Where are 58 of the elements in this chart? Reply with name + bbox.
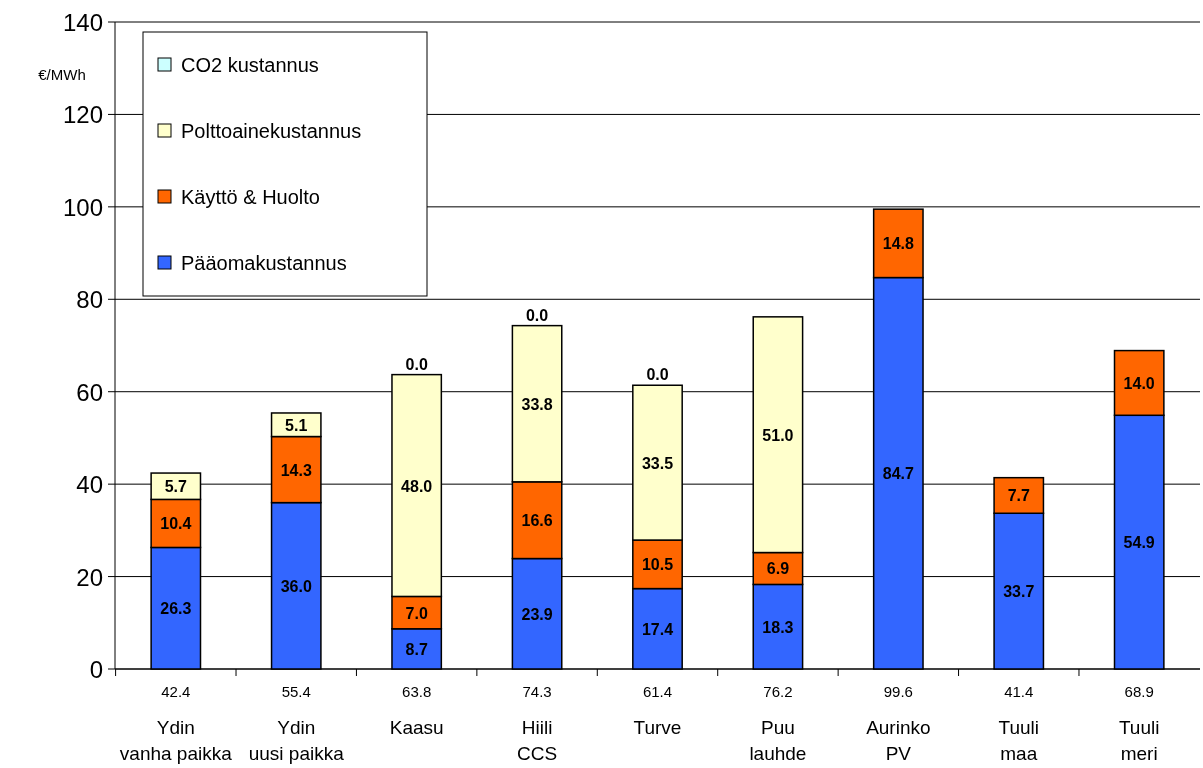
data-label: 0.0 — [646, 366, 669, 384]
y-tick-label: 80 — [76, 286, 103, 314]
y-tick-label: 0 — [89, 656, 103, 683]
data-label: 16.6 — [521, 512, 553, 530]
data-label: 14.8 — [882, 235, 915, 253]
total-label: 63.8 — [402, 683, 432, 700]
total-label: 74.3 — [522, 683, 552, 700]
y-tick-label: 120 — [62, 101, 103, 129]
x-tick-label: Turve — [633, 717, 682, 738]
x-tick-label: Ydin uusi paikka — [248, 717, 345, 764]
data-label: 7.7 — [1007, 487, 1030, 505]
data-label: 7.0 — [405, 604, 428, 622]
total-label: 41.4 — [1004, 683, 1034, 700]
data-label: 6.9 — [766, 560, 790, 578]
y-tick-label: 60 — [76, 378, 103, 406]
data-label: 14.0 — [1123, 374, 1155, 392]
data-label: 5.1 — [285, 416, 308, 434]
data-label: 33.7 — [1003, 583, 1035, 601]
data-label: 0.0 — [525, 306, 549, 324]
legend-label: CO2 kustannus — [181, 54, 319, 76]
data-label: 17.4 — [641, 620, 674, 638]
data-label: 26.3 — [160, 600, 192, 618]
legend-label: Käyttö & Huolto — [181, 186, 320, 208]
y-axis-title: €/MWh — [38, 66, 86, 83]
data-label: 51.0 — [762, 426, 794, 444]
y-tick-label: 40 — [76, 471, 103, 499]
legend-label: Pääomakustannus — [181, 252, 347, 274]
x-tick-label: Kaasu — [389, 717, 444, 738]
data-label: 36.0 — [280, 577, 312, 595]
x-tick-label: Tuuli maa — [998, 717, 1040, 764]
legend-label: Polttoainekustannus — [181, 120, 362, 142]
total-label: 61.4 — [642, 683, 673, 700]
data-label: 33.5 — [641, 454, 674, 472]
data-label: 18.3 — [762, 618, 794, 636]
x-tick-label: Hiili CCS — [517, 717, 558, 764]
data-label: 10.5 — [641, 556, 674, 574]
data-label: 0.0 — [405, 355, 428, 373]
x-tick-label: Aurinko PV — [866, 717, 931, 764]
data-label: 5.7 — [164, 478, 188, 496]
data-label: 23.9 — [521, 605, 553, 623]
total-label: 68.9 — [1124, 683, 1154, 700]
y-tick-label: 140 — [62, 9, 103, 36]
data-label: 84.7 — [882, 465, 915, 483]
x-tick-label: Puu lauhde — [749, 717, 807, 764]
data-label: 54.9 — [1123, 534, 1155, 552]
total-label: 42.4 — [161, 683, 191, 700]
x-tick-label: Tuuli meri — [1118, 717, 1160, 764]
total-label: 76.2 — [763, 683, 793, 700]
data-label: 33.8 — [521, 395, 553, 413]
data-label: 14.3 — [280, 461, 312, 479]
data-label: 10.4 — [160, 515, 192, 533]
y-tick-label: 100 — [62, 193, 103, 221]
data-label: 48.0 — [401, 477, 433, 495]
x-tick-label: Ydin vanha paikka — [119, 717, 233, 764]
total-label: 55.4 — [281, 683, 311, 700]
y-tick-label: 20 — [76, 563, 103, 591]
total-label: 99.6 — [883, 683, 913, 700]
data-label: 8.7 — [405, 640, 428, 658]
